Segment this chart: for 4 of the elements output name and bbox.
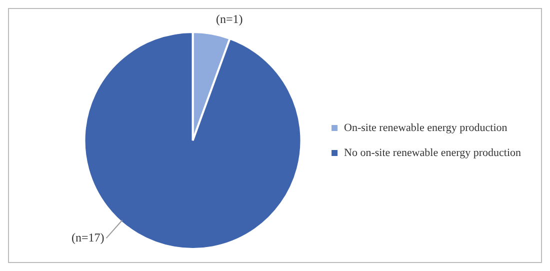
legend-label: On-site renewable energy production: [344, 122, 508, 134]
data-label: (n=1): [216, 12, 243, 26]
legend-label: No on-site renewable energy production: [344, 146, 522, 159]
data-label: (n=17): [72, 230, 104, 244]
